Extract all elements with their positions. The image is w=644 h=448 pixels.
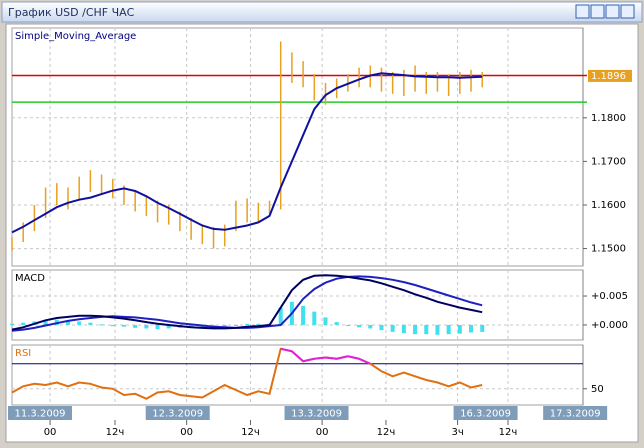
y-tick-label: 50 (591, 384, 604, 395)
x-tick-label: 3ч (451, 427, 463, 438)
histogram-bar (43, 320, 48, 325)
panel-title: MACD (15, 273, 45, 284)
macd-line (11, 274, 483, 331)
histogram-bar (21, 322, 26, 325)
x-tick-label: 12ч (499, 427, 518, 438)
date-label: 11.3.2009 (15, 409, 66, 420)
date-label: 12.3.2009 (152, 409, 203, 420)
histogram-bar (480, 324, 485, 332)
histogram-bar (345, 324, 350, 326)
signal-line (11, 275, 483, 332)
histogram-bar (469, 324, 474, 333)
histogram-bar (357, 324, 362, 328)
y-tick-label: 1.1800 (591, 113, 626, 124)
x-tick-label: 12ч (241, 427, 260, 438)
histogram-bar (312, 311, 317, 325)
date-box (284, 406, 349, 420)
histogram-bar (334, 322, 339, 325)
button-maximize[interactable] (605, 4, 620, 19)
histogram-bar (65, 320, 70, 325)
histogram-bar (368, 324, 373, 329)
y-tick-label: 1.1600 (591, 200, 626, 211)
last-price-label: 1.1896 (591, 71, 626, 82)
rsi-overbought (280, 347, 293, 353)
button-restore[interactable] (575, 4, 590, 19)
rsi-overbought (347, 355, 360, 360)
x-tick-label: 12ч (106, 427, 125, 438)
rsi-overbought (358, 357, 371, 365)
histogram-bar (301, 305, 306, 325)
histogram-bar (133, 324, 138, 328)
histogram-bar (99, 324, 104, 326)
window-buttons[interactable] (575, 4, 635, 19)
histogram-bar (88, 322, 93, 325)
histogram-bar (446, 324, 451, 335)
date-label: 13.3.2009 (291, 409, 342, 420)
date-label: 17.3.2009 (550, 409, 601, 420)
histogram-bar (435, 324, 440, 335)
last-price-box (588, 69, 632, 82)
sma-line (11, 72, 483, 234)
histogram-bar (110, 324, 115, 327)
histogram-bar (256, 323, 261, 325)
rsi-overbought (302, 357, 315, 363)
rsi-overbought (325, 356, 337, 360)
histogram-bar (379, 324, 384, 331)
histogram-bar (401, 324, 406, 334)
date-box (453, 406, 518, 420)
histogram-bar (413, 324, 418, 335)
histogram-bar (323, 317, 328, 325)
histogram-bar (222, 324, 227, 327)
histogram-bar (424, 324, 429, 335)
histogram-bar (10, 323, 14, 325)
x-tick-label: 12ч (377, 427, 396, 438)
y-tick-label: 1.1700 (591, 156, 626, 167)
y-tick-label: +0.000 (591, 320, 628, 331)
histogram-bar (278, 307, 283, 325)
title-bar (1, 1, 643, 23)
histogram-bar (144, 324, 149, 329)
date-box (543, 406, 608, 420)
histogram-bar (121, 324, 126, 327)
x-tick-label: 00 (316, 427, 329, 438)
date-box (145, 406, 210, 420)
rsi-overbought (314, 356, 326, 360)
histogram-bar (77, 321, 82, 325)
histogram-bar (390, 324, 395, 332)
y-tick-label: 1.1500 (591, 244, 626, 255)
date-label: 16.3.2009 (460, 409, 511, 420)
y-tick-label: +0.005 (591, 291, 628, 302)
panel-title: Simple_Moving_Average (15, 31, 136, 42)
histogram-bar (457, 324, 462, 334)
x-tick-label: 00 (180, 427, 193, 438)
rsi-overbought (336, 355, 349, 360)
window-title: График USD /CHF ЧАС (8, 6, 135, 19)
panel-title: RSI (15, 348, 31, 359)
x-tick-label: 00 (44, 427, 57, 438)
button-minimize[interactable] (590, 4, 605, 19)
button-close[interactable] (620, 4, 635, 19)
histogram-bar (245, 323, 250, 325)
date-box (7, 406, 72, 420)
rsi-line (11, 347, 483, 400)
histogram-bar (166, 324, 171, 329)
rsi-overbought (291, 350, 304, 362)
histogram-bar (233, 324, 238, 326)
histogram-bar (155, 324, 160, 330)
